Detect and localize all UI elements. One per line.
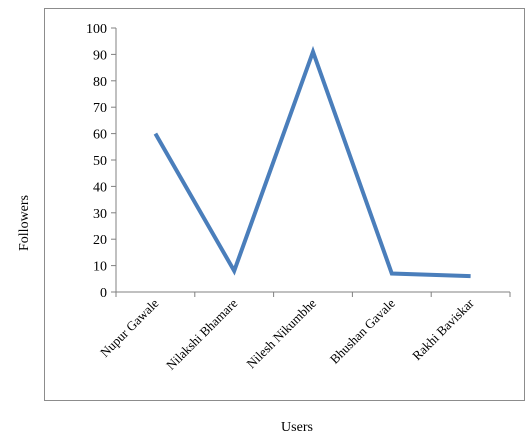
series-group [153,45,471,279]
chart-border [44,8,525,401]
x-axis-title: Users [281,420,313,435]
y-tick-label: 0 [100,286,107,301]
y-tick-label: 10 [93,260,107,275]
y-tick-label: 60 [93,128,107,143]
y-tick-label: 20 [93,233,107,248]
y-tick-label: 90 [93,48,107,63]
y-tick-label: 70 [93,101,107,116]
y-axis-tick-labels: 0 10 20 30 40 50 60 70 80 90 100 [86,22,107,301]
y-tick-label: 50 [93,154,107,169]
y-tick-label: 40 [93,180,107,195]
y-tick-label: 30 [93,207,107,222]
y-axis-ticks [111,27,116,293]
y-tick-label: 80 [93,75,107,90]
x-axis-ticks [115,292,511,297]
y-axis-title: Followers [17,195,32,251]
y-tick-label: 100 [86,22,107,37]
